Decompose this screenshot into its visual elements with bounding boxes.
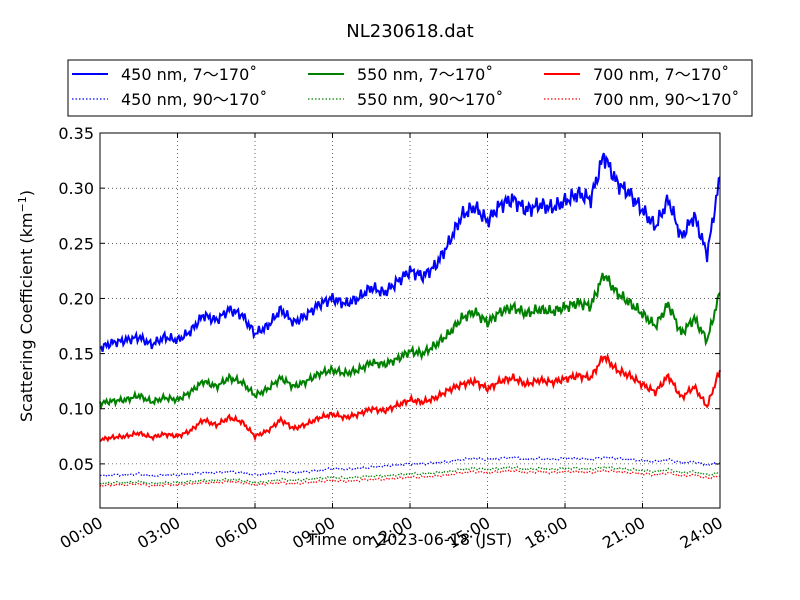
plot-area: 00:00 03:00 06:00 09:00 12:00 15:00 18:00 21:00… <box>57 124 726 553</box>
series-line <box>99 465 721 486</box>
series-line <box>99 468 721 488</box>
legend-box <box>67 59 753 117</box>
y-axis-label-suffix: ) <box>17 190 36 196</box>
y-axis-label: Scattering Coefficient (km−1) <box>16 190 36 422</box>
x-tick-label: 24:00 <box>677 513 726 553</box>
series-line <box>99 352 721 443</box>
series-lines <box>99 152 721 488</box>
y-tick-label: 0.30 <box>58 179 94 198</box>
x-tick-label: 21:00 <box>599 513 648 553</box>
legend-label: 550 nm, 90～170˚ <box>357 90 503 109</box>
y-tick-label: 0.10 <box>58 400 94 419</box>
x-tick-label: 18:00 <box>522 513 571 553</box>
legend-label: 450 nm, 90～170˚ <box>121 90 267 109</box>
y-tick-label: 0.20 <box>58 289 94 308</box>
y-tick-label: 0.25 <box>58 234 94 253</box>
grid <box>100 133 720 508</box>
chart-title: NL230618.dat <box>346 21 473 42</box>
x-tick-label: 03:00 <box>134 513 183 553</box>
legend-label: 700 nm, 7～170˚ <box>593 65 729 84</box>
x-tick-label: 06:00 <box>212 513 261 553</box>
series-line <box>99 455 721 478</box>
x-tick-label: 00:00 <box>57 513 106 553</box>
y-tick-label: 0.05 <box>58 455 94 474</box>
legend-label: 450 nm, 7～170˚ <box>121 65 257 84</box>
legend-label: 700 nm, 90～170˚ <box>593 90 739 109</box>
y-axis-label-prefix: Scattering Coefficient (km <box>17 212 36 422</box>
legend-label: 550 nm, 7～170˚ <box>357 65 493 84</box>
y-tick-label: 0.35 <box>58 124 94 143</box>
y-axis-label-exponent: −1 <box>16 196 29 212</box>
y-tick-label: 0.15 <box>58 345 94 364</box>
series-line <box>99 152 721 352</box>
x-axis-label: Time on 2023-06-18 (JST) <box>307 530 512 549</box>
series-line <box>99 272 721 410</box>
legend: 450 nm, 7～170˚ 550 nm, 7～170˚ 700 nm, 7～17… <box>67 59 753 117</box>
